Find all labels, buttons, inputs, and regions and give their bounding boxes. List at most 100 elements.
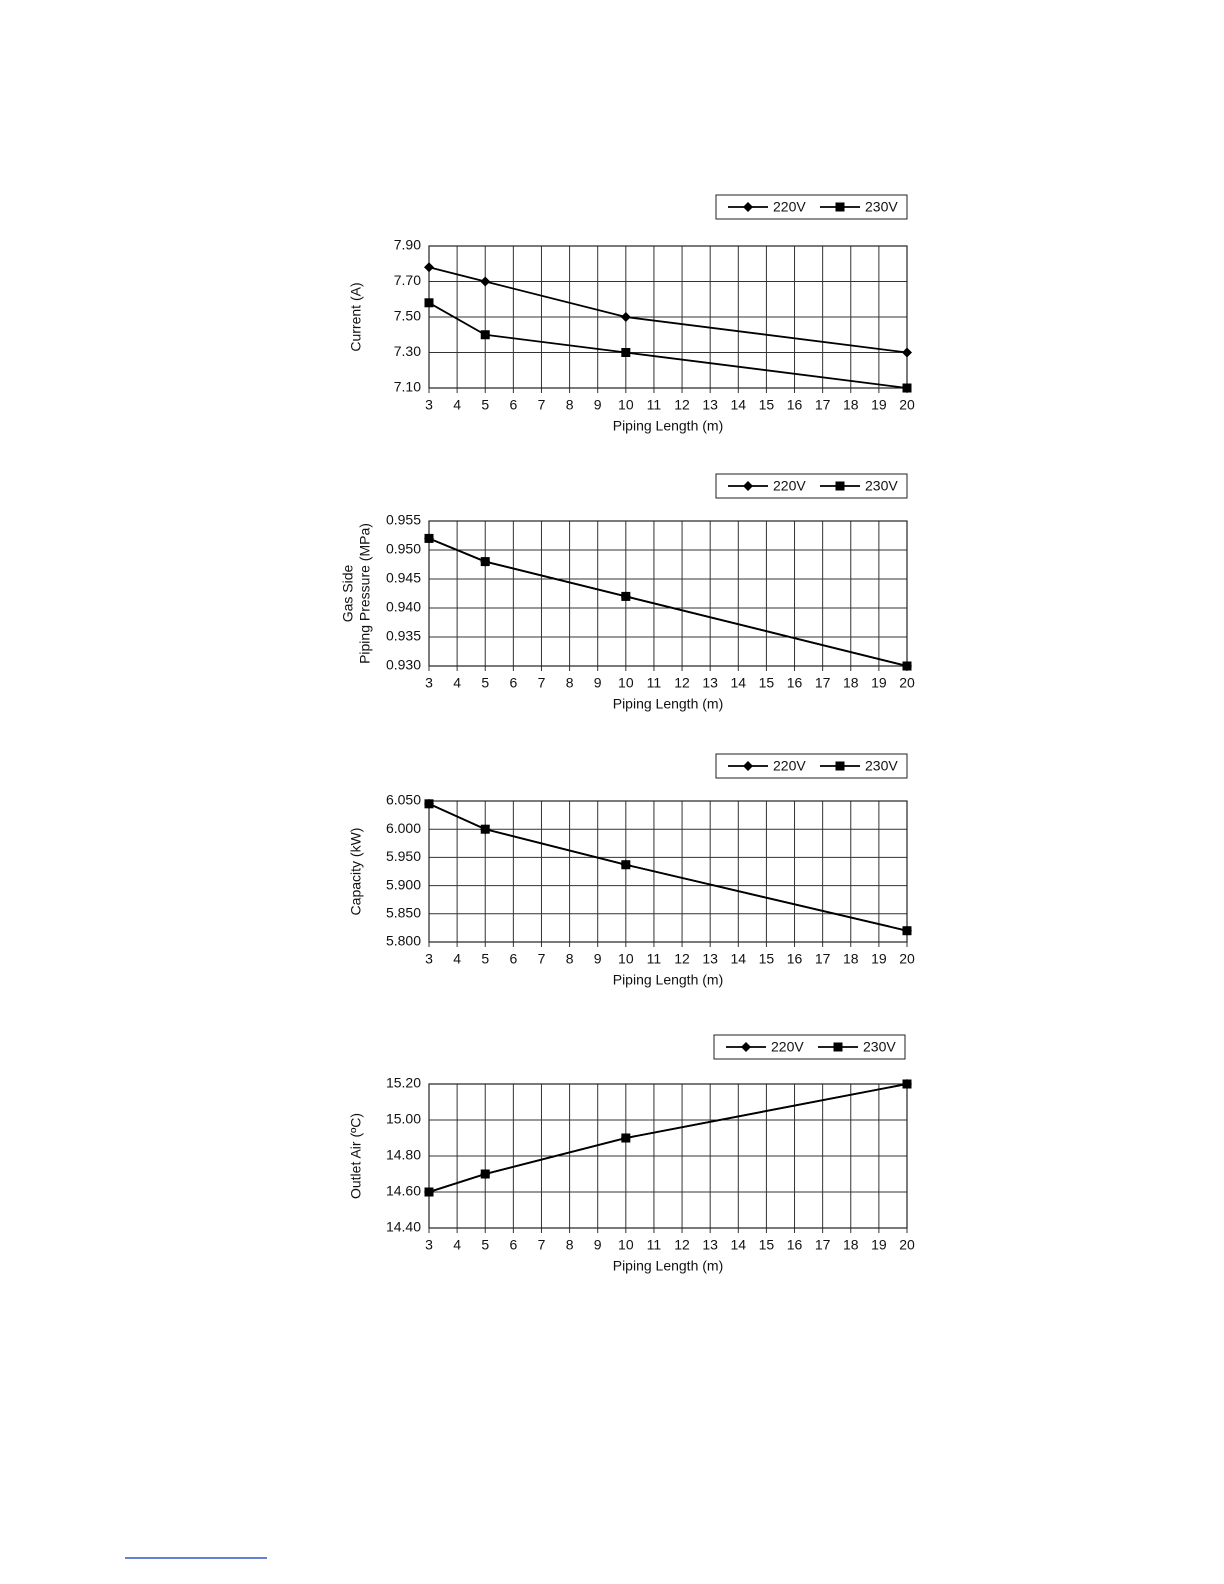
x-tick-label: 9 bbox=[594, 951, 602, 967]
x-tick-label: 9 bbox=[594, 1237, 602, 1253]
x-tick-label: 14 bbox=[731, 675, 747, 691]
x-tick-label: 15 bbox=[759, 1237, 775, 1253]
x-tick-label: 5 bbox=[481, 397, 489, 413]
marker-diamond bbox=[424, 262, 434, 273]
chart: 5.800 5.850 5.900 5.950 6.000 6.050 3 4 5 6 7 8 9 10 1… bbox=[348, 753, 915, 988]
x-tick-label: 20 bbox=[899, 675, 915, 691]
marker-square bbox=[835, 481, 845, 491]
x-tick-label: 7 bbox=[538, 1237, 546, 1253]
marker-diamond bbox=[480, 276, 491, 287]
marker-square bbox=[902, 383, 912, 393]
y-tick-label: 14.80 bbox=[386, 1147, 421, 1163]
x-tick-label: 11 bbox=[647, 397, 662, 413]
y-tick-label: 0.940 bbox=[386, 599, 421, 615]
y-axis-title: Capacity (kW) bbox=[348, 828, 364, 916]
y-axis-title: Outlet Air (ºC) bbox=[348, 1113, 364, 1199]
x-tick-label: 18 bbox=[843, 397, 859, 413]
x-tick-label: 5 bbox=[481, 675, 489, 691]
x-tick-label: 17 bbox=[815, 1237, 831, 1253]
x-tick-label: 4 bbox=[453, 675, 461, 691]
x-tick-label: 18 bbox=[843, 951, 859, 967]
series-line bbox=[428, 1083, 908, 1193]
marker-square bbox=[424, 533, 434, 543]
x-tick-label: 16 bbox=[787, 951, 803, 967]
series-line bbox=[428, 537, 908, 667]
x-tick-label: 15 bbox=[759, 951, 775, 967]
x-tick-label: 9 bbox=[594, 675, 602, 691]
x-tick-label: 17 bbox=[815, 675, 831, 691]
legend-label: 220V bbox=[773, 478, 806, 494]
y-tick-label: 14.40 bbox=[386, 1219, 421, 1235]
y-tick-label: 6.050 bbox=[386, 792, 421, 808]
x-tick-label: 15 bbox=[759, 675, 775, 691]
x-tick-label: 6 bbox=[509, 675, 517, 691]
y-tick-label: 15.00 bbox=[386, 1111, 421, 1127]
x-tick-label: 20 bbox=[899, 397, 915, 413]
x-tick-label: 14 bbox=[731, 951, 747, 967]
y-tick-label: 5.800 bbox=[386, 933, 421, 949]
marker-square bbox=[424, 298, 434, 308]
y-tick-label: 0.930 bbox=[386, 657, 421, 673]
x-tick-label: 10 bbox=[618, 951, 634, 967]
x-tick-label: 17 bbox=[815, 951, 831, 967]
x-tick-label: 14 bbox=[731, 397, 747, 413]
x-tick-label: 3 bbox=[425, 675, 433, 691]
x-tick-label: 11 bbox=[647, 675, 662, 691]
x-tick-label: 16 bbox=[787, 397, 803, 413]
x-tick-label: 16 bbox=[787, 1237, 803, 1253]
x-axis-title: Piping Length (m) bbox=[613, 972, 724, 988]
marker-square bbox=[621, 860, 631, 870]
x-tick-label: 10 bbox=[618, 675, 634, 691]
marker-square bbox=[902, 1079, 912, 1089]
x-tick-label: 10 bbox=[618, 1237, 634, 1253]
x-tick-label: 4 bbox=[453, 1237, 461, 1253]
x-tick-label: 13 bbox=[702, 951, 718, 967]
y-tick-label: 6.000 bbox=[386, 820, 421, 836]
y-tick-label: 0.945 bbox=[386, 570, 421, 586]
x-tick-label: 3 bbox=[425, 1237, 433, 1253]
x-tick-label: 5 bbox=[481, 951, 489, 967]
plot-frame bbox=[428, 800, 908, 943]
marker-diamond bbox=[743, 481, 753, 491]
x-tick-label: 11 bbox=[647, 951, 662, 967]
marker-square bbox=[835, 202, 845, 212]
chart: 0.930 0.935 0.940 0.945 0.950 0.955 3 4 5 6 7 8 9 10 1… bbox=[340, 473, 915, 712]
y-tick-label: 7.90 bbox=[394, 237, 421, 253]
y-tick-label: 5.950 bbox=[386, 848, 421, 864]
marker-diamond bbox=[743, 761, 753, 771]
x-tick-label: 17 bbox=[815, 397, 831, 413]
y-tick-label: 7.50 bbox=[394, 308, 421, 324]
legend-label: 230V bbox=[865, 199, 898, 215]
x-tick-label: 12 bbox=[674, 397, 690, 413]
x-tick-label: 9 bbox=[594, 397, 602, 413]
x-tick-label: 13 bbox=[702, 1237, 718, 1253]
series-line bbox=[428, 1083, 908, 1193]
x-axis-title: Piping Length (m) bbox=[613, 418, 724, 434]
plot-frame bbox=[428, 1083, 908, 1229]
legend-label: 220V bbox=[773, 199, 806, 215]
x-tick-label: 19 bbox=[871, 951, 887, 967]
x-axis-title: Piping Length (m) bbox=[613, 1258, 724, 1274]
x-tick-label: 4 bbox=[453, 951, 461, 967]
x-tick-label: 6 bbox=[509, 1237, 517, 1253]
marker-square bbox=[424, 799, 434, 809]
legend-label: 230V bbox=[865, 758, 898, 774]
legend-label: 220V bbox=[773, 758, 806, 774]
x-tick-label: 3 bbox=[425, 951, 433, 967]
x-tick-label: 15 bbox=[759, 397, 775, 413]
x-tick-label: 12 bbox=[674, 951, 690, 967]
plot-frame bbox=[428, 520, 908, 667]
y-tick-label: 5.850 bbox=[386, 905, 421, 921]
marker-diamond bbox=[743, 202, 753, 212]
x-axis-title: Piping Length (m) bbox=[613, 696, 724, 712]
x-tick-label: 19 bbox=[871, 675, 887, 691]
x-tick-label: 8 bbox=[566, 397, 574, 413]
y-axis-title: Current (A) bbox=[348, 282, 364, 351]
series-line bbox=[428, 537, 908, 667]
marker-square bbox=[621, 1133, 631, 1143]
y-tick-label: 7.10 bbox=[394, 379, 421, 395]
chart: 14.40 14.60 14.80 15.00 15.20 3 4 5 6 7 8 9 10 11 12 13… bbox=[348, 1034, 915, 1274]
x-tick-label: 4 bbox=[453, 397, 461, 413]
x-tick-label: 3 bbox=[425, 397, 433, 413]
